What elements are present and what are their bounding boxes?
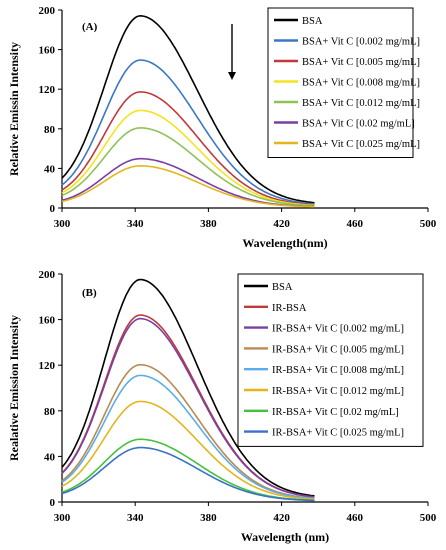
x-tick-label-a: 420 — [273, 218, 290, 230]
y-tick-label-b: 80 — [44, 406, 56, 418]
panel-b-chart: 0 40 80 120 160 200 300 340 380 420 460 500 Waveleng… — [7, 269, 437, 544]
x-tick-label-a: 460 — [347, 218, 364, 230]
legend-label-ir-bsa-vit-c-0-005-mg-ml: IR-BSA+ Vit C [0.005 mg/mL] — [272, 344, 404, 355]
series-line-bsa-vit-c-0-025-mg-ml — [61, 165, 315, 208]
y-tick-label-a: 0 — [50, 203, 56, 215]
series-line-bsa — [61, 278, 315, 497]
series-line-bsa-vit-c-0-012-mg-ml — [61, 127, 315, 207]
y-tick-label-b: 200 — [39, 269, 56, 281]
series-line-bsa — [61, 14, 315, 204]
x-tick-label-a: 340 — [127, 218, 144, 230]
x-tick-label-b: 300 — [54, 512, 71, 524]
panel-label-a: (A) — [82, 21, 98, 33]
series-line-bsa-vit-c-0-002-mg-ml — [61, 59, 315, 205]
y-tick-label-b: 120 — [39, 360, 56, 372]
legend-label-bsa: BSA — [302, 16, 323, 27]
legend-label-bsa-vit-c-0-005-mg-ml: BSA+ Vit C [0.005 mg/mL] — [302, 57, 420, 68]
x-tick-label-b: 420 — [273, 512, 290, 524]
y-tick-label-b: 40 — [44, 451, 56, 463]
series-line-bsa-vit-c-0-008-mg-ml — [61, 109, 315, 207]
legend-label-bsa-vit-c-0-002-mg-ml: BSA+ Vit C [0.002 mg/mL] — [302, 37, 420, 48]
legend-label-bsa-vit-c-0-012-mg-ml: BSA+ Vit C [0.012 mg/mL] — [302, 98, 420, 109]
y-tick-label-a: 200 — [39, 5, 56, 17]
legend-label-ir-bsa-vit-c-0-025-mg-ml: IR-BSA+ Vit C [0.025 mg/mL] — [272, 428, 404, 439]
x-tick-label-b: 380 — [200, 512, 217, 524]
y-tick-label-a: 120 — [39, 84, 56, 96]
y-axis-label-a: Relative Emissin Intensity — [7, 42, 21, 176]
y-tick-label-a: 80 — [44, 124, 56, 136]
down-arrow-icon — [228, 72, 236, 80]
legend-label-ir-bsa-vit-c-0-012-mg-ml: IR-BSA+ Vit C [0.012 mg/mL] — [272, 386, 404, 397]
y-tick-label-a: 160 — [39, 45, 56, 57]
legend-label-bsa: BSA — [272, 282, 293, 293]
series-line-ir-bsa-vit-c-0-008-mg-ml — [61, 374, 315, 500]
x-axis-label-a: Wavelength(nm) — [242, 236, 327, 250]
x-tick-label-a: 300 — [54, 218, 71, 230]
panel-label-b: (B) — [82, 287, 97, 299]
series-line-ir-bsa-vit-c-0-002-mg-ml — [61, 317, 315, 498]
x-tick-label-b: 500 — [420, 512, 437, 524]
series-line-bsa-vit-c-0-005-mg-ml — [61, 91, 315, 206]
y-axis-label-b: Realative Emission Intensity — [7, 315, 21, 461]
x-tick-label-b: 340 — [127, 512, 144, 524]
y-tick-label-a: 40 — [44, 163, 56, 175]
legend-box-b — [237, 273, 424, 447]
y-tick-label-b: 0 — [50, 497, 56, 509]
panel-a-chart: 0 40 80 120 160 200 300 340 380 420 460 500 Waveleng… — [7, 5, 437, 250]
x-tick-label-a: 380 — [200, 218, 217, 230]
x-tick-label-b: 460 — [347, 512, 364, 524]
series-line-ir-bsa-vit-c-0-012-mg-ml — [61, 400, 315, 500]
y-tick-label-b: 160 — [39, 315, 56, 327]
legend-box-a — [267, 7, 414, 158]
legend-label-bsa-vit-c-0-02-mg-ml: BSA+ Vit C [0.02 mg/mL] — [302, 119, 415, 130]
legend-label-bsa-vit-c-0-008-mg-ml: BSA+ Vit C [0.008 mg/mL] — [302, 78, 420, 89]
legend-label-bsa-vit-c-0-025-mg-ml: BSA+ Vit C [0.025 mg/mL] — [302, 139, 420, 150]
legend-label-ir-bsa-vit-c-0-002-mg-ml: IR-BSA+ Vit C [0.002 mg/mL] — [272, 324, 404, 335]
legend-label-ir-bsa-vit-c-0-02-mg-ml: IR-BSA+ Vit C [0.02 mg/mL] — [272, 407, 399, 418]
legend-label-ir-bsa: IR-BSA — [272, 303, 307, 314]
legend-label-ir-bsa-vit-c-0-008-mg-ml: IR-BSA+ Vit C [0.008 mg/mL] — [272, 365, 404, 376]
x-tick-label-a: 500 — [420, 218, 437, 230]
x-axis-label-b: Wavelength (nm) — [241, 530, 329, 544]
series-line-ir-bsa-vit-c-0-005-mg-ml — [61, 363, 315, 499]
series-line-ir-bsa-vit-c-0-025-mg-ml — [61, 446, 315, 502]
